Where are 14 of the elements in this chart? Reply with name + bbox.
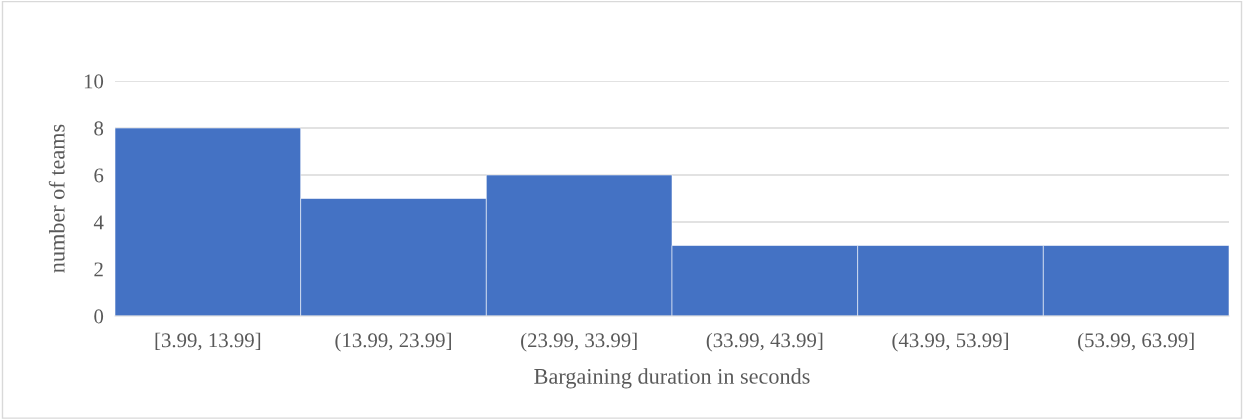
x-tick-label: (13.99, 23.99] bbox=[335, 332, 451, 352]
y-tick-label: 4 bbox=[93, 215, 104, 230]
x-tick-label: (33.99, 43.99] bbox=[706, 332, 823, 352]
x-tick-label: (43.99, 53.99] bbox=[892, 332, 1008, 352]
y-tick-label: 0 bbox=[94, 309, 104, 324]
y-axis-title: number of teams bbox=[48, 124, 65, 273]
x-tick-label: [3.99, 13.99] bbox=[155, 332, 261, 351]
x-tick-label: (23.99, 33.99] bbox=[521, 332, 637, 352]
y-tick-label: 2 bbox=[94, 262, 103, 277]
y-tick-label: 10 bbox=[84, 74, 104, 89]
x-axis-title: Bargaining duration in seconds bbox=[534, 368, 810, 389]
x-tick-label: (53.99, 63.99] bbox=[1078, 332, 1194, 352]
y-tick-label: 8 bbox=[94, 121, 104, 136]
y-tick-label: 6 bbox=[94, 168, 104, 183]
